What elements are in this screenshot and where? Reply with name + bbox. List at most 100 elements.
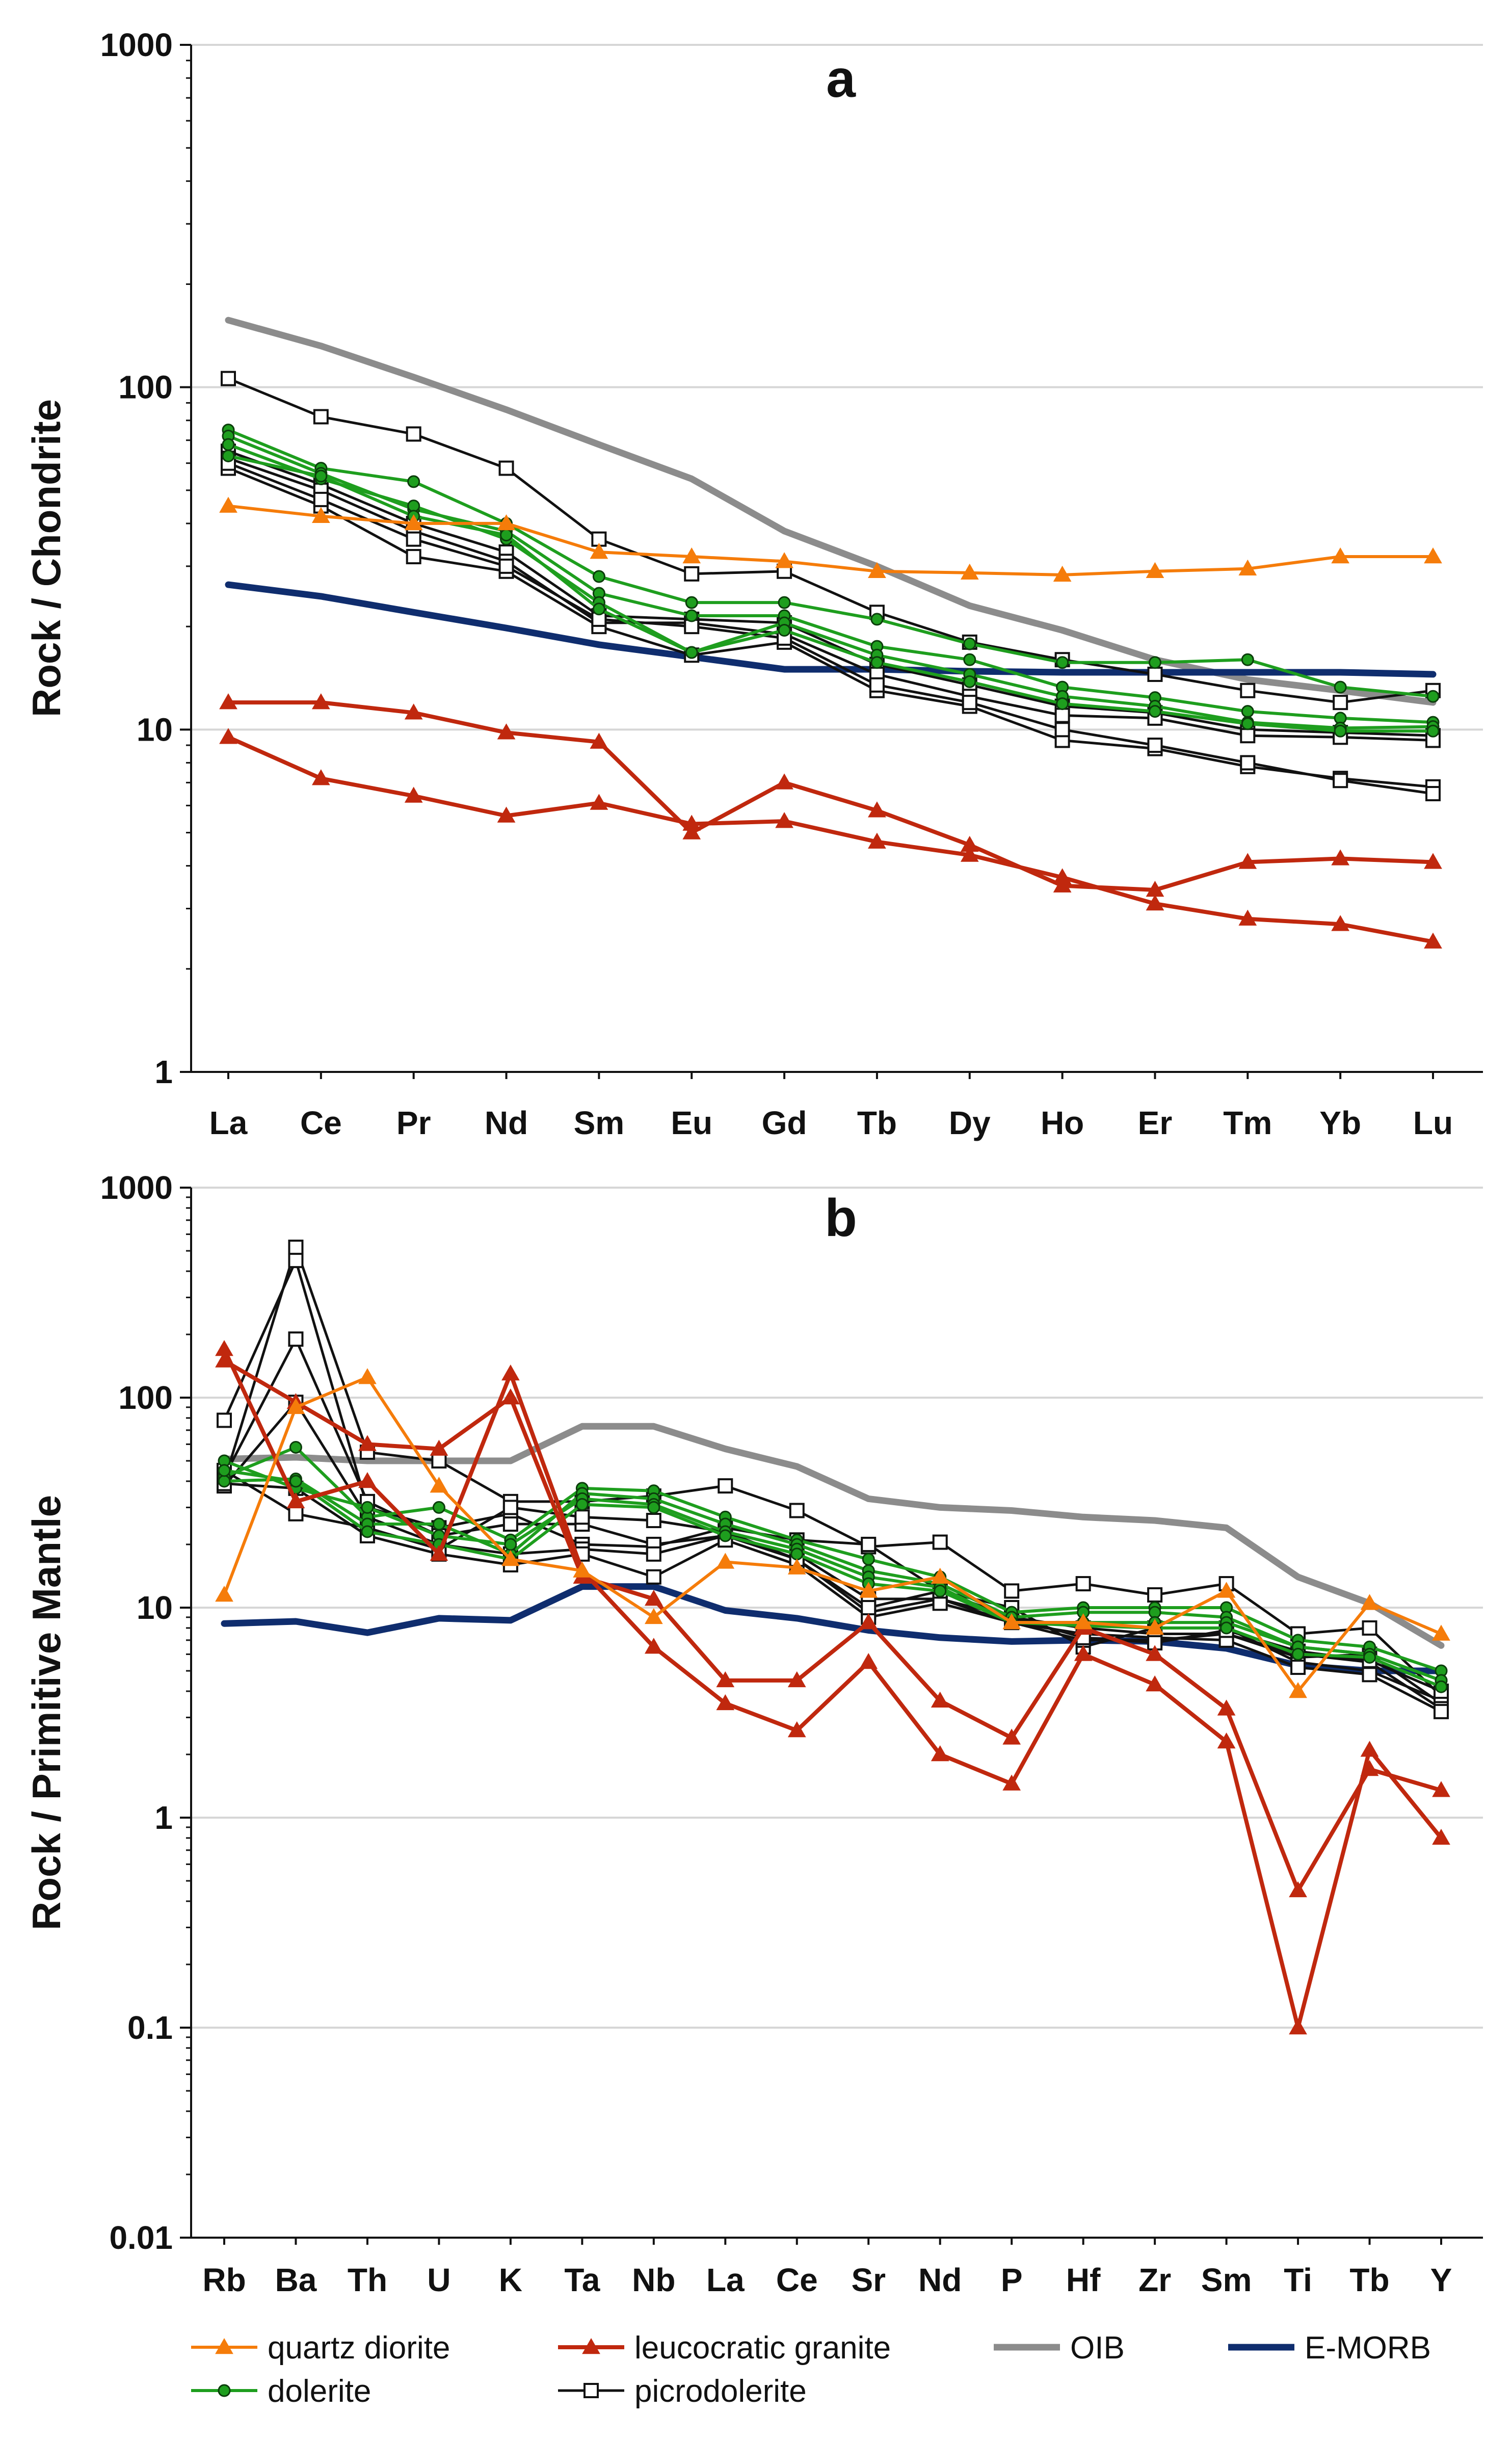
data-point-dolerite <box>432 1501 445 1514</box>
data-point-quartz_diorite <box>1331 547 1350 564</box>
x-category-label: Tb <box>857 1105 897 1141</box>
x-category-label: Eu <box>671 1105 712 1141</box>
panel-label: a <box>826 49 856 109</box>
data-point-picrodolerite <box>498 460 514 476</box>
data-point-dolerite <box>218 1475 231 1488</box>
x-category-label: Pr <box>396 1105 431 1141</box>
data-point-leucocratic_granite <box>497 723 516 740</box>
y-tick-label: 100 <box>118 1379 173 1416</box>
data-point-leucocratic_granite <box>1053 876 1072 893</box>
x-category-label: Ce <box>776 2262 818 2298</box>
x-category-label: Hf <box>1066 2262 1101 2298</box>
data-point-dolerite <box>963 675 976 688</box>
x-category-label: Th <box>348 2262 387 2298</box>
data-point-picrodolerite <box>288 1506 304 1521</box>
data-point-dolerite <box>778 624 791 637</box>
data-point-dolerite <box>647 1501 660 1514</box>
data-point-picrodolerite <box>1004 1583 1020 1599</box>
data-point-dolerite <box>1334 680 1347 694</box>
data-point-leucocratic_granite <box>1360 1741 1379 1757</box>
data-point-leucocratic_granite <box>716 1694 735 1711</box>
data-point-dolerite <box>289 1475 302 1488</box>
series-line-picrodolerite <box>227 467 1435 789</box>
data-point-leucocratic_granite <box>644 1589 663 1606</box>
data-point-quartz_diorite <box>1289 1682 1307 1698</box>
data-point-leucocratic_granite <box>497 806 516 823</box>
legend-label-picrodolerite: picrodolerite <box>634 2374 807 2409</box>
legend-marker-dolerite <box>218 2384 231 2397</box>
series-line-leucocratic_granite <box>226 700 1435 892</box>
series-line-dolerite <box>227 428 1435 698</box>
legend-label-oib: OIB <box>1070 2330 1125 2366</box>
data-point-leucocratic_granite <box>286 1492 305 1509</box>
y-tick-label: 1000 <box>100 27 173 63</box>
data-point-dolerite <box>1241 717 1254 730</box>
data-point-picrodolerite <box>861 1600 877 1615</box>
y-tick-label: 1 <box>154 1799 173 1836</box>
data-point-quartz_diorite <box>404 514 423 531</box>
data-point-dolerite <box>222 438 235 451</box>
x-category-label: Tm <box>1223 1105 1272 1141</box>
data-point-quartz_diorite <box>430 1477 448 1493</box>
x-category-label: Tb <box>1349 2262 1389 2298</box>
data-point-picrodolerite <box>406 549 421 565</box>
data-point-picrodolerite <box>646 1569 661 1585</box>
y-tick-label: 10 <box>137 1589 173 1626</box>
data-point-dolerite <box>1056 697 1069 711</box>
data-point-quartz_diorite <box>960 563 979 580</box>
data-point-picrodolerite <box>431 1453 447 1469</box>
data-point-quartz_diorite <box>590 543 608 559</box>
data-point-leucocratic_granite <box>868 801 886 818</box>
data-point-dolerite <box>1220 1621 1233 1635</box>
data-point-picrodolerite <box>1434 1703 1449 1719</box>
data-point-leucocratic_granite <box>311 693 330 710</box>
data-point-picrodolerite <box>869 677 885 693</box>
data-point-leucocratic_granite <box>775 812 793 828</box>
data-point-picrodolerite <box>574 1509 590 1525</box>
data-point-dolerite <box>575 1498 589 1511</box>
data-point-dolerite <box>934 1584 947 1597</box>
data-point-leucocratic_granite <box>1217 1699 1236 1716</box>
data-point-quartz_diorite <box>682 547 701 564</box>
data-point-leucocratic_granite <box>1217 1732 1236 1749</box>
series-line-leucocratic_granite <box>222 1358 1443 1893</box>
data-point-leucocratic_granite <box>716 1671 735 1688</box>
x-category-label: Ti <box>1284 2262 1312 2298</box>
data-point-leucocratic_granite <box>1238 909 1257 926</box>
legend-marker-leucocratic_granite <box>582 2338 600 2354</box>
data-point-quartz_diorite <box>859 1582 878 1598</box>
data-point-leucocratic_granite <box>501 1388 520 1405</box>
data-point-leucocratic_granite <box>931 1745 949 1762</box>
series-line-quartz_diorite <box>223 1376 1443 1693</box>
series-line-dolerite <box>223 1459 1443 1682</box>
data-point-picrodolerite <box>502 1500 518 1515</box>
data-point-picrodolerite <box>1147 666 1163 682</box>
data-point-leucocratic_granite <box>682 815 701 831</box>
data-point-leucocratic_granite <box>1002 1728 1021 1745</box>
data-point-leucocratic_granite <box>219 728 237 744</box>
data-point-picrodolerite <box>861 1536 877 1552</box>
data-point-dolerite <box>222 449 235 462</box>
series-line-leucocratic_granite <box>226 735 1435 944</box>
data-point-leucocratic_granite <box>1146 1675 1164 1692</box>
data-point-picrodolerite <box>646 1513 661 1529</box>
series-line-picrodolerite <box>227 377 1435 704</box>
data-point-dolerite <box>592 570 605 583</box>
data-point-leucocratic_granite <box>501 1365 520 1381</box>
data-point-quartz_diorite <box>931 1567 949 1584</box>
data-point-picrodolerite <box>1147 1587 1163 1603</box>
legend-label-dolerite: dolerite <box>268 2374 371 2409</box>
x-category-label: La <box>209 1105 248 1141</box>
series-line-emorb <box>221 1583 1445 1674</box>
x-category-label: K <box>499 2262 522 2298</box>
data-point-leucocratic_granite <box>1074 1645 1093 1661</box>
x-category-label: Ba <box>275 2262 317 2298</box>
data-point-quartz_diorite <box>1424 547 1442 564</box>
data-point-leucocratic_granite <box>1289 2018 1307 2035</box>
data-point-leucocratic_granite <box>859 1613 878 1630</box>
series-line-dolerite <box>227 443 1435 730</box>
data-point-picrodolerite <box>1054 707 1070 723</box>
data-point-dolerite <box>1291 1647 1305 1661</box>
data-point-picrodolerite <box>1075 1576 1091 1592</box>
